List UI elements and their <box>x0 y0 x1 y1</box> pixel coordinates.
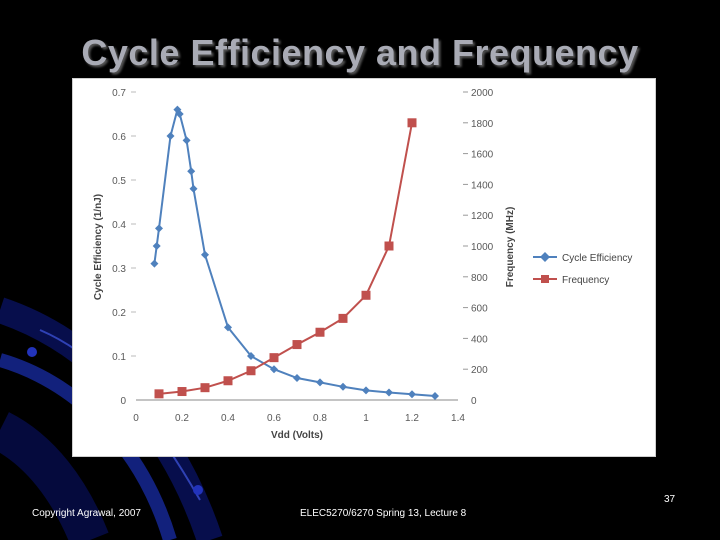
efficiency-point <box>293 374 301 382</box>
efficiency-line <box>153 106 436 398</box>
y2-tick-label: 200 <box>471 365 488 376</box>
footer-copyright: Copyright Agrawal, 2007 <box>32 508 141 519</box>
page-number: 37 <box>664 494 676 505</box>
y2-axis-label: Frequency (MHz) <box>505 207 516 288</box>
chart: 0 0.2 0.4 0.6 0.8 1 1.2 1.4 0 0.1 0.2 0.3 0.4 0.5 0.6… <box>93 88 632 441</box>
decor-dot-1 <box>27 347 37 357</box>
efficiency-point <box>189 184 198 193</box>
decor-swoosh-3 <box>0 412 109 540</box>
efficiency-point <box>385 388 393 397</box>
legend-efficiency-marker <box>540 252 550 262</box>
efficiency-point <box>316 378 324 387</box>
frequency-point <box>200 383 210 393</box>
y-tick-label: 0.3 <box>112 264 126 275</box>
slide-title: Cycle Efficiency and Frequency <box>81 32 639 73</box>
efficiency-point <box>187 167 196 176</box>
x-tick-label: 1.2 <box>405 413 419 424</box>
frequency-point <box>269 353 279 363</box>
y2-tick-label: 600 <box>471 304 488 315</box>
y-tick-label: 0.5 <box>112 176 126 187</box>
y-tick-label: 0 <box>120 396 126 407</box>
chart-panel: 0 0.2 0.4 0.6 0.8 1 1.2 1.4 0 0.1 0.2 0.3 0.4 0.5 0.6… <box>72 78 656 457</box>
efficiency-point <box>339 382 347 391</box>
decor-dot-2 <box>193 485 203 495</box>
legend-efficiency-label: Cycle Efficiency <box>562 253 632 264</box>
y-tick-label: 0.2 <box>112 308 126 319</box>
frequency-point <box>177 387 187 397</box>
efficiency-point <box>247 352 255 360</box>
y-axis-label: Cycle Efficiency (1/nJ) <box>93 194 104 300</box>
y-tick-label: 0.7 <box>112 88 126 99</box>
efficiency-point <box>408 390 416 399</box>
x-tick-label: 1 <box>363 413 369 424</box>
frequency-point <box>246 366 256 376</box>
y2-tick-label: 1400 <box>471 180 494 191</box>
x-tick-label: 0.4 <box>221 413 235 424</box>
y-tick-label: 0.1 <box>112 352 126 363</box>
x-tick-label: 0.6 <box>267 413 281 424</box>
efficiency-point <box>224 323 232 332</box>
y2-tick-label: 1600 <box>471 150 494 161</box>
efficiency-point <box>182 136 191 145</box>
efficiency-point <box>175 110 184 118</box>
legend-frequency-label: Frequency <box>562 275 609 286</box>
efficiency-point <box>150 259 159 268</box>
frequency-point <box>361 290 371 300</box>
y-tick-label: 0.4 <box>112 220 126 231</box>
frequency-point <box>223 376 233 386</box>
efficiency-point <box>362 386 370 395</box>
frequency-point <box>338 313 348 323</box>
x-tick-labels: 0 0.2 0.4 0.6 0.8 1 1.2 1.4 <box>133 413 465 424</box>
x-tick-label: 0.8 <box>313 413 327 424</box>
y2-tick-label: 400 <box>471 334 488 345</box>
frequency-point <box>407 118 417 128</box>
y2-tick-label: 2000 <box>471 88 494 99</box>
efficiency-point <box>152 242 161 250</box>
efficiency-point <box>270 365 278 374</box>
frequency-point <box>292 340 302 350</box>
y2-tick-label: 1800 <box>471 119 494 130</box>
efficiency-point <box>166 132 175 140</box>
frequency-point <box>384 241 394 251</box>
y-tick-label: 0.6 <box>112 132 126 143</box>
y2-tick-label: 0 <box>471 396 477 407</box>
y2-tick-labels: 0 200 400 600 800 1000 1200 1400 1600 1800 2000 <box>463 88 494 407</box>
efficiency-point <box>155 224 163 233</box>
frequency-point <box>154 389 164 399</box>
y2-tick-label: 800 <box>471 273 488 284</box>
frequency-line <box>158 122 413 395</box>
legend-frequency-marker <box>541 275 549 283</box>
x-axis-label: Vdd (Volts) <box>271 430 323 441</box>
footer-course: ELEC5270/6270 Spring 13, Lecture 8 <box>300 508 467 519</box>
chart-series <box>150 105 439 401</box>
x-tick-label: 1.4 <box>451 413 465 424</box>
x-tick-label: 0 <box>133 413 139 424</box>
y2-tick-label: 1200 <box>471 211 494 222</box>
y-tick-labels: 0 0.1 0.2 0.3 0.4 0.5 0.6 0.7 <box>112 88 136 407</box>
y2-tick-label: 1000 <box>471 242 494 253</box>
x-tick-label: 0.2 <box>175 413 189 424</box>
frequency-point <box>315 327 325 337</box>
legend: Cycle Efficiency Frequency <box>533 252 632 286</box>
efficiency-point <box>201 250 209 259</box>
efficiency-point <box>431 392 439 401</box>
